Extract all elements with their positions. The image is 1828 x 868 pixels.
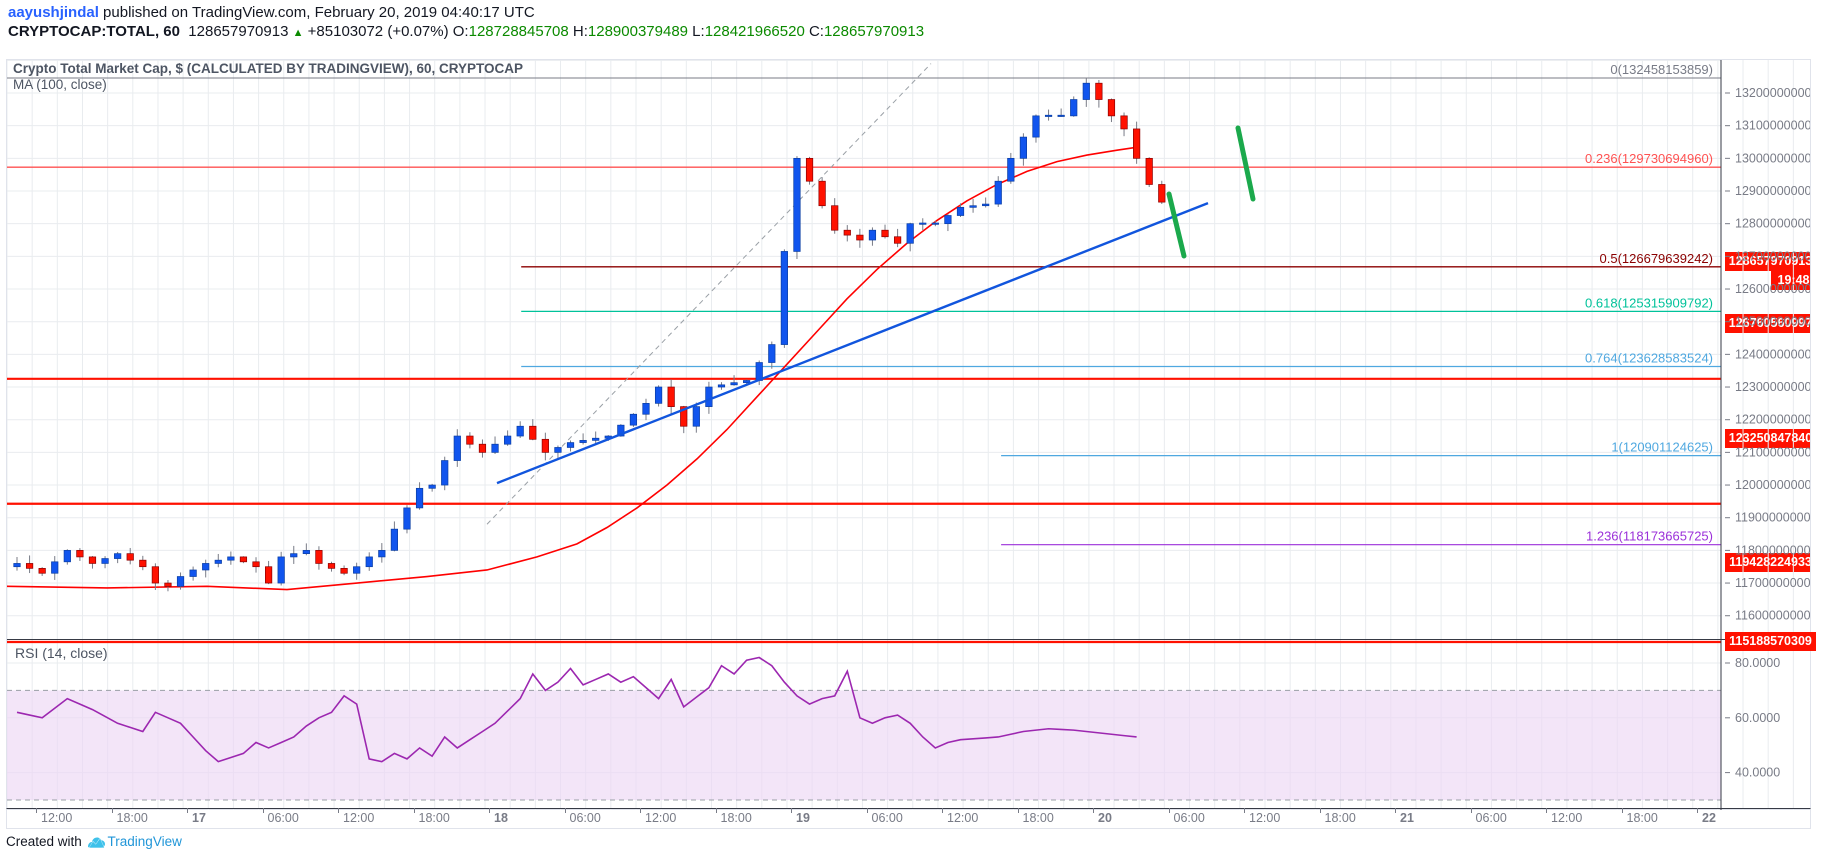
svg-text:127000000000: 127000000000 [1735,249,1810,263]
svg-text:118000000000: 118000000000 [1735,543,1810,557]
svg-text:60.0000: 60.0000 [1735,711,1780,725]
svg-text:122000000000: 122000000000 [1735,413,1810,427]
svg-text:121000000000: 121000000000 [1735,445,1810,459]
svg-text:0.764(123628583524): 0.764(123628583524) [1585,350,1713,365]
svg-text:124000000000: 124000000000 [1735,347,1810,361]
svg-text:0.236(129730694960): 0.236(129730694960) [1585,151,1713,166]
svg-text:116000000000: 116000000000 [1735,609,1810,623]
svg-text:1(120901124625): 1(120901124625) [1611,440,1713,455]
svg-text:0(132458153859): 0(132458153859) [1610,62,1713,77]
svg-text:119000000000: 119000000000 [1735,511,1810,525]
svg-text:129000000000: 129000000000 [1735,184,1810,198]
svg-text:0.5(126679639242): 0.5(126679639242) [1600,251,1714,266]
svg-text:128000000000: 128000000000 [1735,217,1810,231]
svg-text:1.236(118173665725): 1.236(118173665725) [1586,529,1713,544]
svg-text:126000000000: 126000000000 [1735,282,1810,296]
svg-text:123000000000: 123000000000 [1735,380,1810,394]
svg-text:132000000000: 132000000000 [1735,86,1810,100]
svg-text:125000000000: 125000000000 [1735,315,1810,329]
svg-text:40.0000: 40.0000 [1735,766,1780,780]
svg-text:117000000000: 117000000000 [1735,576,1810,590]
svg-text:130000000000: 130000000000 [1735,151,1810,165]
svg-text:RSI (14, close): RSI (14, close) [15,645,108,661]
svg-text:120000000000: 120000000000 [1735,478,1810,492]
svg-text:131000000000: 131000000000 [1735,119,1810,133]
svg-text:0.618(125315909792): 0.618(125315909792) [1585,295,1713,310]
svg-text:80.0000: 80.0000 [1735,656,1780,670]
